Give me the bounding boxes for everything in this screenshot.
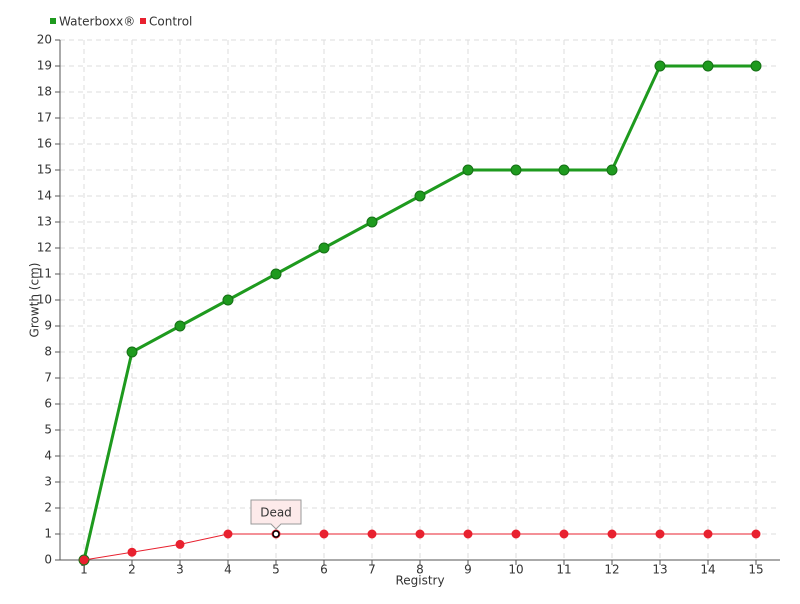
data-point <box>318 242 330 254</box>
x-tick-label: 14 <box>700 563 715 577</box>
y-tick-label: 1 <box>44 527 52 541</box>
data-point <box>222 294 234 306</box>
data-point <box>606 164 618 176</box>
data-point <box>367 529 377 539</box>
data-point <box>750 60 762 72</box>
data-point <box>319 529 329 539</box>
data-point <box>559 529 569 539</box>
data-point <box>366 216 378 228</box>
legend-label: Waterboxx® <box>59 15 135 29</box>
y-tick-label: 4 <box>44 449 52 463</box>
x-tick-label: 4 <box>224 563 232 577</box>
annotation-box <box>250 499 302 530</box>
x-tick-label: 6 <box>320 563 328 577</box>
x-tick-label: 8 <box>416 563 424 577</box>
x-tick-label: 9 <box>464 563 472 577</box>
legend-label: Control <box>149 15 192 29</box>
data-point <box>270 268 282 280</box>
x-tick-label: 7 <box>368 563 376 577</box>
y-tick-label: 18 <box>37 85 52 99</box>
y-tick-label: 6 <box>44 397 52 411</box>
y-tick-label: 20 <box>37 33 52 47</box>
data-point <box>175 539 185 549</box>
y-tick-label: 2 <box>44 501 52 515</box>
x-tick-label: 10 <box>508 563 523 577</box>
data-point <box>558 164 570 176</box>
y-tick-label: 15 <box>37 163 52 177</box>
legend-swatch <box>50 18 56 24</box>
y-tick-label: 16 <box>37 137 52 151</box>
y-tick-label: 10 <box>37 293 52 307</box>
data-point <box>702 60 714 72</box>
data-point <box>607 529 617 539</box>
data-point <box>463 529 473 539</box>
data-point <box>126 346 138 358</box>
y-axis-label: Growth (cm) <box>28 263 42 338</box>
y-tick-label: 5 <box>44 423 52 437</box>
x-tick-label: 2 <box>128 563 136 577</box>
y-tick-label: 3 <box>44 475 52 489</box>
data-point <box>751 529 761 539</box>
data-point <box>511 529 521 539</box>
y-tick-label: 8 <box>44 345 52 359</box>
x-axis-label: Registry <box>395 574 444 588</box>
data-point <box>655 529 665 539</box>
x-tick-label: 13 <box>652 563 667 577</box>
annotation-label: Dead <box>260 506 292 520</box>
data-point <box>415 529 425 539</box>
y-tick-label: 17 <box>37 111 52 125</box>
x-tick-label: 12 <box>604 563 619 577</box>
y-tick-label: 0 <box>44 553 52 567</box>
data-point <box>414 190 426 202</box>
x-tick-label: 15 <box>748 563 763 577</box>
x-tick-label: 5 <box>272 563 280 577</box>
x-tick-label: 11 <box>556 563 571 577</box>
y-tick-label: 9 <box>44 319 52 333</box>
data-point <box>654 60 666 72</box>
y-tick-label: 13 <box>37 215 52 229</box>
data-point <box>223 529 233 539</box>
data-point <box>174 320 186 332</box>
data-point <box>703 529 713 539</box>
y-tick-label: 12 <box>37 241 52 255</box>
data-point <box>127 547 137 557</box>
data-point <box>462 164 474 176</box>
data-point <box>79 555 89 565</box>
x-tick-label: 3 <box>176 563 184 577</box>
annotation-point <box>272 530 280 538</box>
y-tick-label: 14 <box>37 189 52 203</box>
y-tick-label: 11 <box>37 267 52 281</box>
legend-swatch <box>140 18 146 24</box>
y-tick-label: 19 <box>37 59 52 73</box>
y-tick-label: 7 <box>44 371 52 385</box>
x-tick-label: 1 <box>80 563 88 577</box>
data-point <box>510 164 522 176</box>
